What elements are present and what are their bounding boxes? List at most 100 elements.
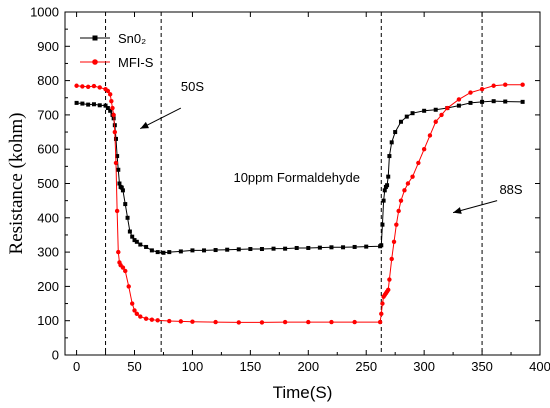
- data-point: [149, 317, 155, 322]
- data-point: [167, 250, 172, 255]
- data-point: [105, 106, 110, 111]
- data-point: [110, 105, 115, 111]
- data-point: [149, 248, 154, 253]
- data-point: [127, 229, 132, 234]
- data-point: [155, 250, 160, 255]
- data-point: [468, 100, 473, 105]
- data-point: [405, 181, 411, 186]
- data-point: [380, 222, 385, 227]
- y-tick-label: 300: [37, 245, 59, 260]
- y-axis-title: Resistance (kohm): [6, 113, 27, 255]
- x-axis-title: Time(S): [273, 383, 333, 402]
- data-point: [108, 108, 113, 113]
- data-point: [306, 245, 311, 250]
- legend-marker: [92, 35, 98, 41]
- data-point: [74, 83, 79, 88]
- data-point: [190, 319, 195, 324]
- data-point: [132, 238, 137, 243]
- data-point: [329, 319, 334, 325]
- data-point: [398, 198, 404, 203]
- data-point: [329, 245, 334, 250]
- data-point: [190, 248, 195, 253]
- data-point: [282, 319, 288, 325]
- data-point: [352, 244, 357, 249]
- y-tick-label: 700: [37, 107, 59, 122]
- data-point: [386, 287, 391, 293]
- data-point: [225, 247, 230, 252]
- data-point: [113, 136, 118, 141]
- data-point: [138, 242, 143, 247]
- y-tick-label: 200: [37, 279, 59, 294]
- data-point: [80, 101, 85, 106]
- y-tick-label: 0: [52, 348, 59, 363]
- data-point: [236, 320, 241, 325]
- data-point: [503, 82, 508, 87]
- y-tick-label: 400: [37, 210, 59, 225]
- data-point: [125, 215, 130, 220]
- legend-entry: Sn0₂: [80, 31, 146, 46]
- data-point: [116, 167, 121, 172]
- data-point: [520, 82, 525, 87]
- data-point: [456, 103, 461, 108]
- data-point: [112, 129, 118, 135]
- y-tick-label: 900: [37, 39, 59, 54]
- data-point: [120, 265, 126, 270]
- data-point: [352, 319, 357, 325]
- data-point: [389, 256, 394, 262]
- data-point: [394, 222, 399, 227]
- data-point: [341, 245, 346, 250]
- data-point: [161, 250, 166, 255]
- data-point: [134, 239, 139, 244]
- data-point: [123, 202, 128, 207]
- data-point: [115, 154, 120, 159]
- y-tick-label: 100: [37, 313, 59, 328]
- data-point: [119, 185, 124, 190]
- data-point: [259, 247, 264, 252]
- data-point: [379, 311, 384, 317]
- data-point: [402, 188, 407, 193]
- y-tick-label: 800: [37, 73, 59, 88]
- annotation-arrow-head: [453, 207, 462, 214]
- data-point: [80, 84, 85, 89]
- data-point: [393, 130, 398, 135]
- annotation-label: 10ppm Formaldehyde: [233, 170, 359, 185]
- data-point: [130, 234, 135, 239]
- annotation-label: 50S: [181, 79, 204, 94]
- data-point: [113, 160, 119, 166]
- legend-label: MFI-S: [118, 55, 154, 70]
- data-point: [116, 249, 121, 255]
- x-tick-label: 250: [355, 359, 377, 374]
- data-point: [294, 245, 299, 250]
- data-point: [422, 108, 427, 113]
- data-point: [306, 319, 311, 325]
- data-point: [86, 102, 91, 107]
- data-point: [259, 320, 265, 325]
- data-point: [178, 319, 184, 324]
- data-point: [236, 247, 241, 252]
- data-point: [126, 284, 131, 289]
- data-point: [480, 99, 485, 104]
- data-point: [386, 174, 391, 179]
- data-point: [364, 244, 369, 249]
- data-point: [91, 83, 97, 89]
- data-point: [213, 248, 218, 253]
- y-tick-label: 1000: [30, 5, 59, 20]
- data-point: [398, 119, 403, 124]
- data-point: [317, 245, 322, 250]
- data-point: [468, 90, 473, 95]
- data-point: [120, 188, 125, 193]
- x-tick-label: 200: [297, 359, 319, 374]
- data-point: [410, 111, 415, 116]
- data-point: [387, 277, 392, 282]
- data-point: [138, 314, 143, 319]
- data-point: [105, 88, 111, 94]
- legend-label: Sn0₂: [118, 31, 146, 46]
- data-point: [391, 239, 397, 245]
- data-point: [114, 208, 120, 214]
- annotation-label: 88S: [499, 182, 522, 197]
- data-point: [117, 181, 122, 186]
- x-tick-label: 50: [127, 359, 141, 374]
- annotation-arrow-head: [140, 121, 150, 129]
- data-point: [271, 246, 276, 251]
- data-point: [143, 316, 149, 321]
